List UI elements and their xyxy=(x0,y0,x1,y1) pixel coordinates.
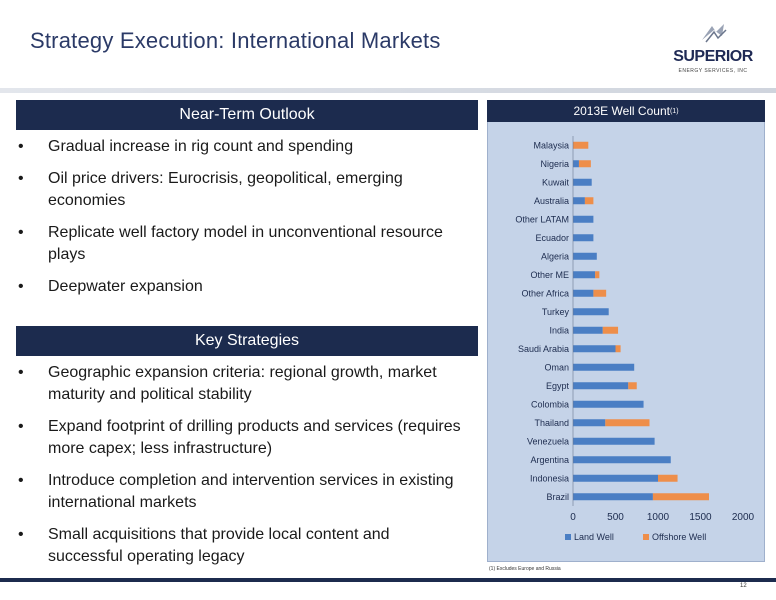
title-divider xyxy=(0,88,776,93)
land-well-bar xyxy=(573,215,594,223)
category-label: India xyxy=(549,325,569,335)
bullet-glyph: • xyxy=(18,138,24,155)
chart-panel xyxy=(487,100,765,562)
near-term-outlook-header: Near-Term Outlook xyxy=(16,100,478,130)
bullet-glyph: • xyxy=(18,278,24,295)
well-count-chart: Malaysia Nigeria Kuwait Australia Other LATA… xyxy=(515,136,755,542)
land-well-bar xyxy=(573,493,653,501)
land-well-bar xyxy=(573,363,635,371)
key-strategies-header: Key Strategies xyxy=(16,326,478,356)
land-well-bar xyxy=(573,326,603,334)
bullet-item: • Gradual increase in rig count and spend… xyxy=(18,136,468,158)
offshore-well-bar xyxy=(573,141,589,149)
legend-land-label: Land Well xyxy=(574,532,614,542)
category-label: Colombia xyxy=(531,399,569,409)
bullet-glyph: • xyxy=(18,170,24,187)
category-label: Nigeria xyxy=(540,159,569,169)
offshore-well-bar xyxy=(578,160,591,168)
logo-wordmark: SUPERIOR xyxy=(673,48,753,65)
x-tick-label: 1000 xyxy=(647,512,670,523)
land-well-bar xyxy=(573,160,579,168)
category-label: Argentina xyxy=(530,455,569,465)
key-strategies-bullets: • Geographic expansion criteria: regional… xyxy=(18,362,468,578)
category-label: Brazil xyxy=(546,492,569,502)
land-well-bar xyxy=(573,271,596,279)
page-title: Strategy Execution: International Market… xyxy=(30,28,441,53)
land-well-bar xyxy=(573,234,594,242)
land-well-bar xyxy=(573,345,616,353)
land-well-bar xyxy=(573,437,655,445)
category-label: Ecuador xyxy=(535,233,569,243)
x-tick-label: 0 xyxy=(570,512,576,523)
category-label: Australia xyxy=(534,196,569,206)
category-label: Oman xyxy=(544,362,569,372)
bullet-item: • Introduce completion and intervention s… xyxy=(18,472,454,511)
land-well-bar xyxy=(573,474,658,482)
x-tick-label: 500 xyxy=(607,512,624,523)
offshore-well-bar xyxy=(658,474,678,482)
bullet-glyph: • xyxy=(18,472,24,489)
land-well-bar xyxy=(573,382,629,390)
footnote: (1) Excludes Europe and Russia xyxy=(489,566,561,572)
category-label: Algeria xyxy=(541,251,569,261)
bullet-item: • Deepwater expansion xyxy=(18,276,468,298)
category-label: Kuwait xyxy=(542,177,570,187)
category-label: Other Africa xyxy=(521,288,569,298)
offshore-well-bar xyxy=(628,382,637,390)
category-label: Saudi Arabia xyxy=(518,344,569,354)
legend-land-swatch xyxy=(565,534,571,540)
logo-subtext: ENERGY SERVICES, INC xyxy=(678,68,748,74)
bullet-item: • Geographic expansion criteria: regional… xyxy=(18,364,437,403)
category-label: Other LATAM xyxy=(515,214,569,224)
land-well-bar xyxy=(573,308,609,316)
land-well-bar xyxy=(573,178,592,186)
category-label: Malaysia xyxy=(533,140,569,150)
category-label: Egypt xyxy=(546,381,570,391)
category-label: Venezuela xyxy=(527,436,569,446)
land-well-bar xyxy=(573,419,606,427)
offshore-well-bar xyxy=(602,326,619,334)
category-label: Other ME xyxy=(530,270,569,280)
land-well-bar xyxy=(573,252,597,260)
bullet-item: • Expand footprint of drilling products a… xyxy=(18,418,461,457)
offshore-well-bar xyxy=(584,197,594,205)
near-term-bullets: • Gradual increase in rig count and spend… xyxy=(18,136,468,308)
logo-mark-icon xyxy=(702,24,727,43)
category-label: Turkey xyxy=(542,307,570,317)
offshore-well-bar xyxy=(595,271,600,279)
bullet-glyph: • xyxy=(18,526,24,543)
x-tick-label: 1500 xyxy=(689,512,712,523)
legend-offshore-label: Offshore Well xyxy=(652,532,706,542)
footer-divider xyxy=(0,578,776,582)
bullet-glyph: • xyxy=(18,224,24,241)
bullet-item: • Oil price drivers: Eurocrisis, geopolit… xyxy=(18,170,403,209)
land-well-bar xyxy=(573,456,671,464)
bullet-item: • Replicate well factory model in unconve… xyxy=(18,224,443,263)
land-well-bar xyxy=(573,289,594,297)
bullet-glyph: • xyxy=(18,418,24,435)
offshore-well-bar xyxy=(605,419,650,427)
offshore-well-bar xyxy=(652,493,709,501)
bullet-glyph: • xyxy=(18,364,24,381)
bullet-item: • Small acquisitions that provide local c… xyxy=(18,526,390,565)
category-label: Thailand xyxy=(534,418,569,428)
legend-offshore-swatch xyxy=(643,534,649,540)
x-tick-label: 2000 xyxy=(732,512,755,523)
page-number: 12 xyxy=(740,583,747,589)
land-well-bar xyxy=(573,197,585,205)
category-label: Indonesia xyxy=(530,473,569,483)
chart-title: 2013E Well Count (1) xyxy=(487,100,765,122)
land-well-bar xyxy=(573,400,644,408)
company-logo: SUPERIOR ENERGY SERVICES, INC xyxy=(668,22,758,80)
offshore-well-bar xyxy=(593,289,607,297)
offshore-well-bar xyxy=(615,345,621,353)
